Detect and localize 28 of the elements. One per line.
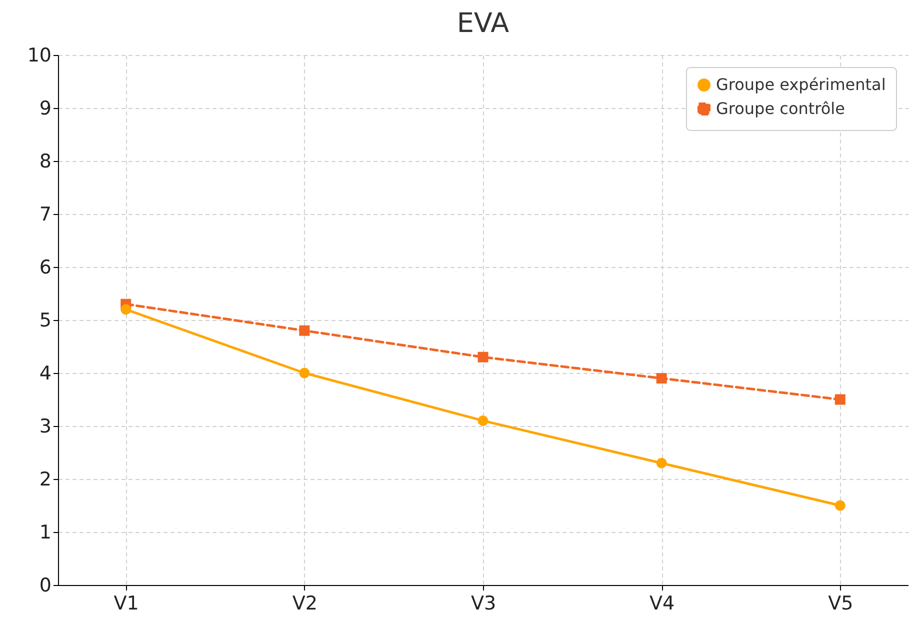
y-tick-label: 10 (27, 44, 52, 66)
point (656, 373, 667, 384)
point (478, 352, 488, 362)
x-tick-label: V4 (650, 592, 675, 614)
legend-label: Groupe contrôle (716, 99, 845, 118)
y-tick-label: 7 (39, 204, 52, 226)
legend-label: Groupe expérimental (716, 75, 886, 94)
y-tick-label: 3 (39, 416, 52, 438)
point (834, 500, 846, 511)
chart-title: EVA (456, 8, 510, 39)
point (120, 304, 132, 315)
y-tick-label: 2 (39, 468, 52, 490)
x-tick-label: V5 (828, 592, 854, 614)
y-tick-label: 6 (39, 256, 52, 278)
point (834, 394, 846, 405)
point (478, 415, 488, 426)
x-tick-label: V3 (470, 592, 496, 614)
y-tick-label: 5 (39, 310, 52, 332)
y-tick-label: 1 (39, 522, 52, 544)
x-tick-label: V2 (292, 592, 318, 614)
y-tick-label: 9 (39, 98, 52, 120)
x-tick-label: V1 (114, 592, 139, 614)
y-tick-label: 0 (39, 574, 52, 596)
point (656, 458, 667, 468)
point (299, 325, 310, 336)
y-tick-label: 4 (39, 362, 52, 384)
y-tick-label: 8 (39, 150, 52, 172)
point (299, 368, 310, 378)
